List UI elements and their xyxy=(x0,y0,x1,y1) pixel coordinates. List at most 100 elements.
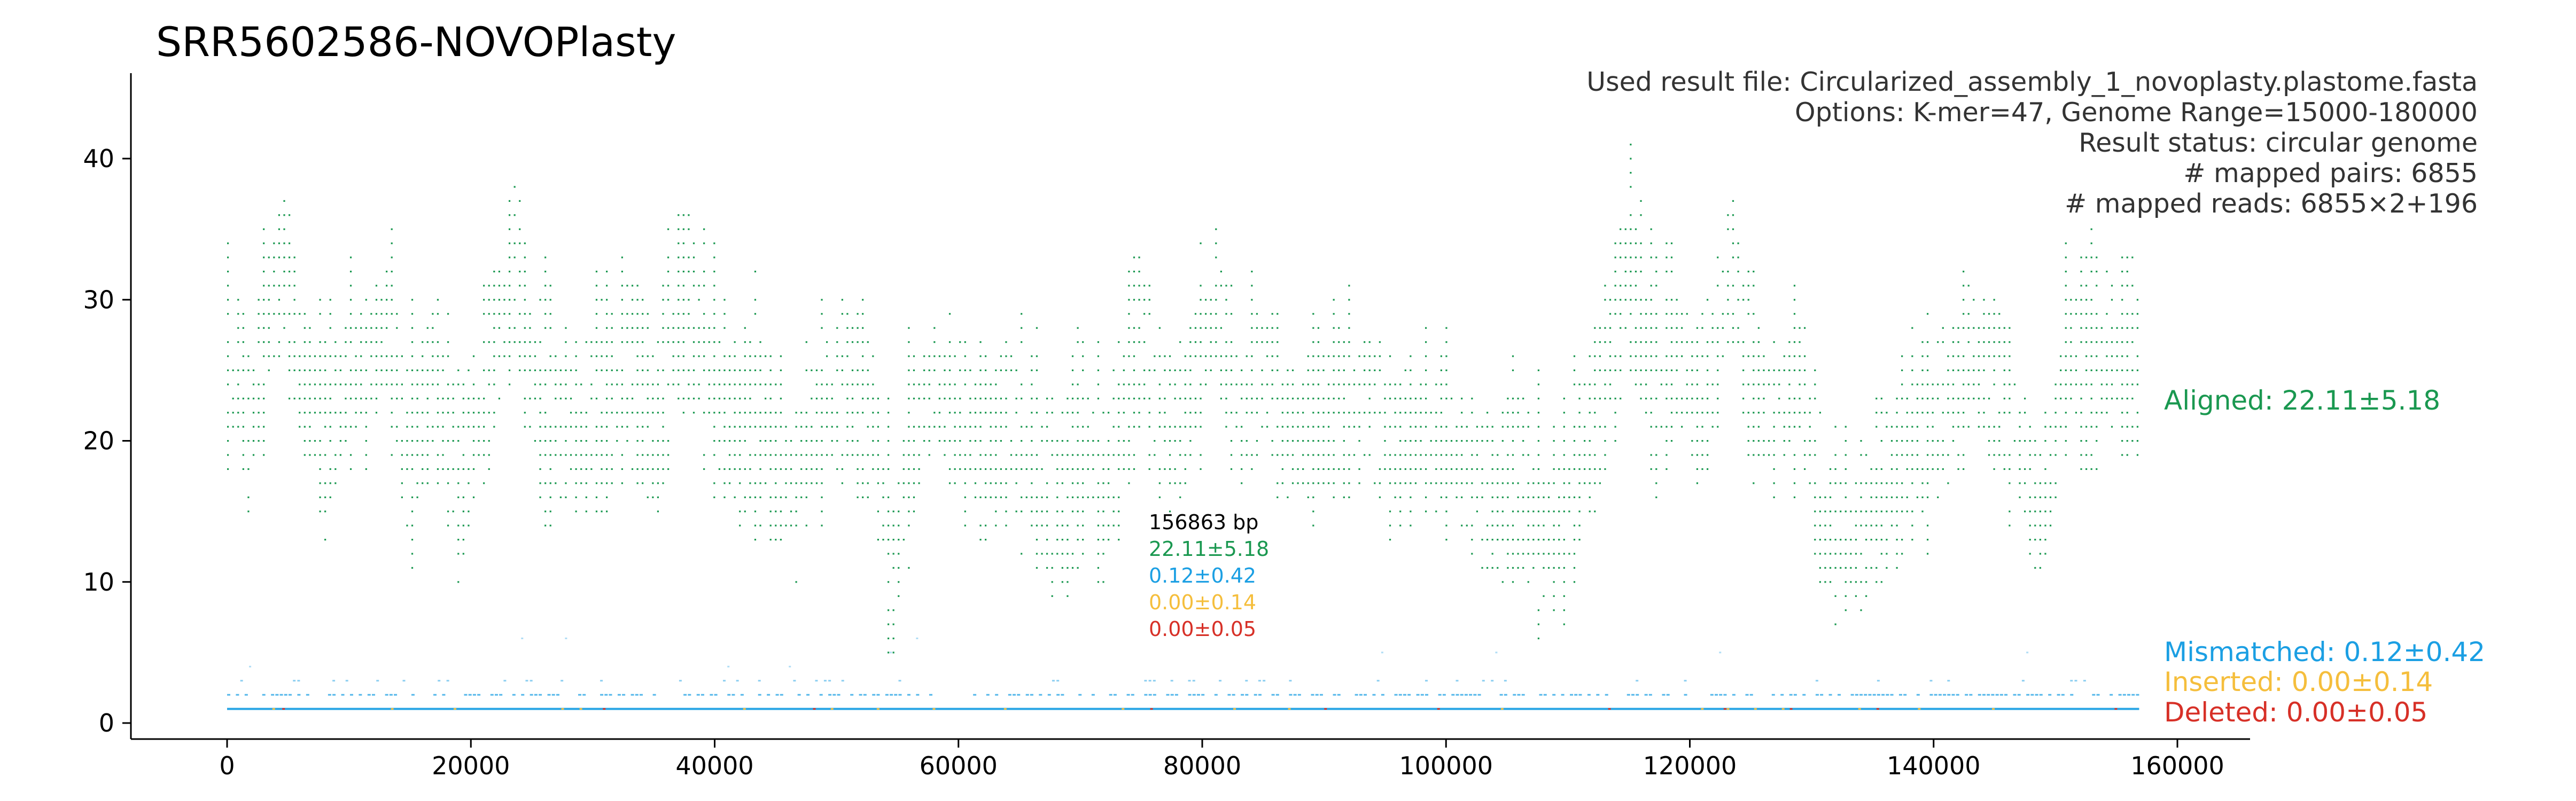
aligned-point xyxy=(2126,383,2128,386)
aligned-point xyxy=(524,426,526,428)
aligned-point xyxy=(1655,482,1657,484)
aligned-point xyxy=(468,426,470,428)
aligned-point xyxy=(990,454,992,456)
aligned-point xyxy=(1757,383,1760,386)
aligned-point xyxy=(1189,383,1192,386)
aligned-point xyxy=(1435,412,1437,414)
aligned-point xyxy=(1256,412,1258,414)
mismatched-point xyxy=(723,680,726,682)
aligned-point xyxy=(1312,341,1314,343)
aligned-point xyxy=(1865,567,1867,569)
aligned-point xyxy=(1302,412,1304,414)
aligned-point xyxy=(815,397,818,399)
aligned-point xyxy=(416,369,418,372)
aligned-point xyxy=(2034,524,2036,527)
aligned-point xyxy=(1666,383,1668,386)
aligned-point xyxy=(595,299,598,301)
aligned-point xyxy=(303,327,306,329)
mismatched-point xyxy=(1864,694,1867,696)
aligned-point xyxy=(902,454,905,456)
mismatched-point xyxy=(534,694,538,696)
aligned-point xyxy=(979,355,982,357)
aligned-point xyxy=(902,440,905,442)
aligned-point xyxy=(1696,397,1699,399)
aligned-point xyxy=(1926,468,1929,470)
aligned-point xyxy=(1757,426,1760,428)
aligned-point xyxy=(667,228,670,230)
mismatched-point xyxy=(341,694,345,696)
aligned-point xyxy=(1594,383,1596,386)
aligned-point xyxy=(1251,285,1253,287)
aligned-point xyxy=(1450,468,1453,470)
aligned-point xyxy=(1804,454,1806,456)
aligned-point xyxy=(667,454,670,456)
aligned-point xyxy=(1348,299,1350,301)
aligned-point xyxy=(1578,383,1581,386)
aligned-point xyxy=(1471,440,1473,442)
aligned-point xyxy=(1128,313,1130,315)
aligned-point xyxy=(1425,454,1427,456)
aligned-point xyxy=(1384,383,1386,386)
aligned-point xyxy=(765,440,767,442)
mismatched-point xyxy=(411,694,415,696)
mismatched-point xyxy=(1442,694,1446,696)
aligned-point xyxy=(642,327,644,329)
aligned-point xyxy=(759,383,761,386)
aligned-point xyxy=(1461,426,1463,428)
aligned-point xyxy=(1517,496,1519,498)
aligned-point xyxy=(2024,412,2026,414)
aligned-point xyxy=(1071,553,1074,555)
aligned-point xyxy=(1481,567,1483,569)
aligned-point xyxy=(1071,468,1074,470)
aligned-point xyxy=(278,355,281,357)
aligned-point xyxy=(1640,200,1642,202)
mismatched-point xyxy=(1425,680,1428,682)
aligned-point xyxy=(692,412,695,414)
aligned-point xyxy=(1686,313,1688,315)
aligned-point xyxy=(1348,468,1350,470)
aligned-point xyxy=(263,313,265,315)
aligned-point xyxy=(1061,468,1063,470)
aligned-point xyxy=(1154,355,1156,357)
aligned-point xyxy=(1860,454,1862,456)
aligned-point xyxy=(452,397,454,399)
aligned-point xyxy=(1235,383,1238,386)
aligned-point xyxy=(1573,369,1576,372)
aligned-point xyxy=(1000,369,1002,372)
mismatched-point xyxy=(271,694,275,696)
mismatched-point xyxy=(1495,651,1498,654)
aligned-point xyxy=(1630,299,1632,301)
aligned-point xyxy=(1384,468,1386,470)
aligned-point xyxy=(1277,397,1279,399)
mismatched-point xyxy=(2026,694,2030,696)
aligned-point xyxy=(1916,454,1919,456)
aligned-point xyxy=(1169,355,1171,357)
aligned-point xyxy=(1200,412,1202,414)
aligned-point xyxy=(728,397,731,399)
aligned-point xyxy=(2131,256,2134,258)
aligned-point xyxy=(749,482,751,484)
aligned-point xyxy=(370,397,372,399)
aligned-point xyxy=(1952,341,1955,343)
aligned-point xyxy=(2085,355,2088,357)
mismatched-point xyxy=(758,680,761,682)
aligned-point xyxy=(647,468,649,470)
aligned-point xyxy=(708,327,710,329)
aligned-point xyxy=(2111,383,2113,386)
mismatched-point xyxy=(402,680,406,682)
aligned-point xyxy=(1522,496,1524,498)
aligned-point xyxy=(345,355,347,357)
aligned-point xyxy=(1154,369,1156,372)
aligned-point xyxy=(1967,383,1970,386)
aligned-point xyxy=(1793,454,1796,456)
aligned-point xyxy=(944,369,946,372)
aligned-point xyxy=(365,412,367,414)
aligned-point xyxy=(1757,341,1760,343)
mismatched-point xyxy=(1965,694,1968,696)
aligned-point xyxy=(416,383,418,386)
aligned-point xyxy=(580,482,582,484)
aligned-point xyxy=(1297,412,1299,414)
aligned-point xyxy=(595,313,598,315)
aligned-point xyxy=(1005,524,1007,527)
aligned-point xyxy=(606,270,608,273)
